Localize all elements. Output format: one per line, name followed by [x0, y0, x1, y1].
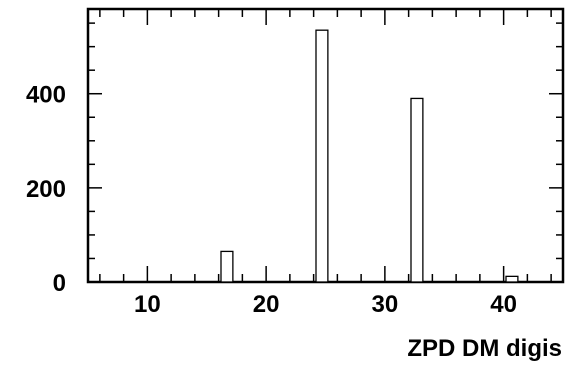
bars	[220, 29, 519, 283]
histogram-bar	[505, 275, 519, 283]
x-tick-label: 10	[134, 291, 161, 318]
x-tick-label: 20	[253, 291, 280, 318]
x-tick-labels: 10 20 30 40	[134, 291, 517, 318]
x-tick-label: 30	[372, 291, 399, 318]
histogram-bar	[315, 29, 329, 283]
y-tick-label: 0	[53, 270, 66, 297]
tick-marks	[88, 9, 563, 283]
y-tick-label: 400	[26, 82, 66, 109]
y-tick-labels: 0 200 400	[26, 82, 66, 297]
histogram-bar	[220, 250, 234, 283]
x-axis-title: ZPD DM digis	[407, 335, 562, 362]
x-tick-label: 40	[490, 291, 517, 318]
histogram-bar	[410, 97, 424, 283]
y-tick-label: 200	[26, 176, 66, 203]
